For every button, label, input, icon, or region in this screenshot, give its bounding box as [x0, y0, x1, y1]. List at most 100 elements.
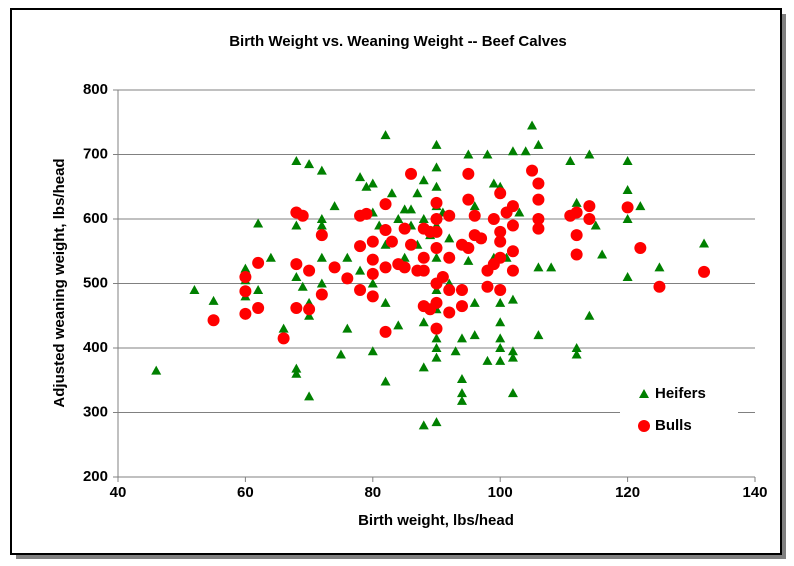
point	[526, 164, 539, 177]
point	[527, 120, 538, 130]
point	[315, 229, 328, 242]
point	[367, 278, 378, 288]
point	[571, 197, 582, 207]
x-tick-label: 60	[237, 484, 254, 501]
point	[488, 178, 499, 188]
point	[379, 261, 392, 274]
point	[533, 139, 544, 149]
point	[639, 389, 649, 398]
point	[418, 317, 429, 327]
point	[412, 188, 423, 198]
point	[316, 165, 327, 175]
y-tick-label: 300	[83, 403, 108, 420]
point	[520, 146, 531, 156]
point	[252, 302, 265, 315]
point	[570, 248, 583, 261]
point	[335, 349, 346, 359]
point	[329, 201, 340, 211]
point	[380, 130, 391, 140]
point	[584, 310, 595, 320]
point	[698, 265, 711, 278]
point	[291, 155, 302, 165]
point	[494, 235, 507, 248]
point	[316, 278, 327, 288]
point	[494, 187, 507, 200]
point	[450, 346, 461, 356]
point	[621, 201, 634, 214]
point	[654, 262, 665, 272]
point	[291, 272, 302, 282]
point	[463, 149, 474, 159]
point	[380, 239, 391, 249]
point	[507, 146, 518, 156]
point	[406, 204, 417, 214]
point	[570, 229, 583, 242]
point	[366, 267, 379, 280]
point	[418, 175, 429, 185]
point	[597, 249, 608, 259]
point	[431, 139, 442, 149]
point	[456, 388, 467, 398]
y-tick-label: 700	[83, 145, 108, 162]
point	[443, 306, 456, 319]
point	[240, 263, 251, 273]
point	[532, 222, 545, 235]
point	[291, 220, 302, 230]
point	[494, 283, 507, 296]
point	[354, 283, 367, 296]
point	[355, 265, 366, 275]
point	[253, 284, 264, 294]
point	[431, 343, 442, 352]
point	[494, 251, 507, 264]
point	[316, 252, 327, 262]
point	[532, 213, 545, 225]
point	[341, 272, 354, 285]
y-tick-label: 400	[83, 339, 108, 356]
point	[506, 200, 519, 213]
point	[443, 251, 456, 264]
point	[342, 252, 353, 262]
point	[303, 264, 316, 277]
point	[622, 155, 633, 165]
point	[367, 346, 378, 356]
point	[507, 388, 518, 398]
point	[571, 349, 582, 359]
point	[405, 238, 418, 251]
point	[507, 346, 518, 356]
point	[430, 213, 443, 225]
point	[189, 284, 200, 294]
point	[380, 376, 391, 386]
point	[532, 193, 545, 206]
point	[565, 155, 576, 165]
point	[277, 332, 290, 345]
point	[151, 365, 162, 375]
x-tick-label: 80	[364, 484, 381, 501]
point	[431, 352, 442, 362]
point	[495, 355, 506, 365]
x-tick-label: 100	[488, 484, 513, 501]
point	[482, 149, 493, 159]
point	[399, 204, 410, 214]
point	[398, 261, 411, 274]
y-tick-label: 500	[83, 274, 108, 291]
point	[418, 214, 429, 223]
point	[495, 297, 506, 307]
point	[583, 213, 596, 225]
point	[431, 162, 442, 172]
x-tick-label: 120	[615, 484, 640, 501]
point	[367, 178, 378, 188]
chart-title: Birth Weight vs. Weaning Weight -- Beef …	[229, 33, 567, 50]
point	[430, 242, 443, 255]
point	[239, 285, 252, 298]
point	[303, 303, 316, 316]
point	[354, 240, 367, 253]
point	[635, 201, 646, 211]
point	[462, 242, 475, 255]
point	[455, 300, 468, 313]
point	[462, 193, 475, 206]
point	[431, 417, 442, 427]
point	[291, 368, 302, 378]
x-tick-label: 40	[110, 484, 127, 501]
